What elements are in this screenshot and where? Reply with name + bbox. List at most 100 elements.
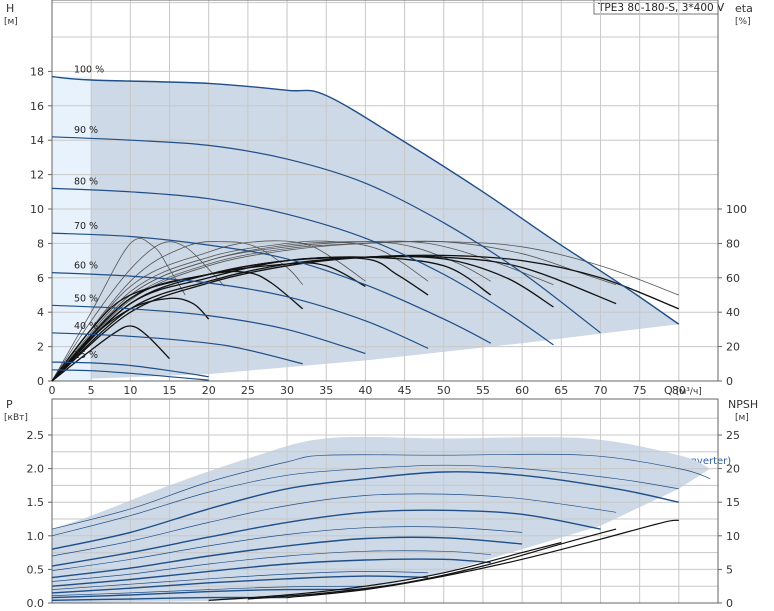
q-axis-label: Q	[664, 384, 673, 397]
q-tick-label: 5	[88, 384, 95, 397]
bottom-plot-frame	[51, 398, 719, 604]
speed-curve	[51, 272, 429, 349]
h-tick-label: 10	[30, 203, 44, 216]
power-curve-thin	[51, 526, 523, 572]
q-tick-label: 0	[49, 384, 56, 397]
p-tick-label: 0.5	[27, 563, 45, 576]
q-tick-label: 20	[202, 384, 216, 397]
npsh-tick-label: 25	[726, 429, 740, 442]
power-curve-thin	[51, 571, 429, 590]
efficiency-curve-thin	[51, 240, 429, 382]
speed-curve	[51, 232, 492, 344]
q-tick-label: 35	[319, 384, 333, 397]
h-tick-label: 2	[37, 341, 44, 354]
q-tick-label: 70	[593, 384, 607, 397]
npsh-curve	[287, 519, 679, 599]
npsh-tick-label: 15	[726, 496, 740, 509]
power-curve-thin	[51, 550, 491, 582]
eta-tick-label: 40	[726, 306, 740, 319]
h-tick-label: 14	[30, 134, 44, 147]
h-tick-label: 12	[30, 169, 44, 182]
speed-curve	[51, 332, 303, 365]
h-tick-label: 6	[37, 272, 44, 285]
speed-curve	[51, 75, 680, 325]
p-tick-label: 1.5	[27, 496, 45, 509]
q-tick-label: 40	[358, 384, 372, 397]
q-axis-unit: [м³/ч]	[676, 387, 702, 397]
q-tick-label: 80	[672, 384, 686, 397]
power-curve-thin	[51, 464, 679, 537]
q-tick-label: 25	[241, 384, 255, 397]
efficiency-curve	[51, 325, 170, 382]
q-tick-label: 30	[280, 384, 294, 397]
power-curve	[51, 558, 491, 587]
p-tick-label: 2.0	[27, 463, 45, 476]
efficiency-curve-thin	[51, 241, 303, 382]
npsh-tick-label: 20	[726, 463, 740, 476]
q-tick-label: 60	[515, 384, 529, 397]
npsh-tick-label: 10	[726, 530, 740, 543]
efficiency-curve-thin	[51, 238, 186, 382]
npsh-curve	[247, 528, 617, 600]
npsh-tick-label: 5	[726, 563, 733, 576]
h-tick-label: 16	[30, 100, 44, 113]
power-curve-thin	[51, 453, 711, 530]
power-curve	[51, 536, 523, 579]
npsh-tick-label: 0	[726, 597, 733, 610]
npsh-curve	[208, 541, 562, 601]
p-tick-label: 2.5	[27, 429, 45, 442]
h-axis-label: H	[6, 2, 14, 15]
speed-curve-label: 60 %	[74, 261, 98, 272]
h-tick-label: 8	[37, 237, 44, 250]
h-tick-label: 4	[37, 306, 44, 319]
npsh-axis-unit: [м]	[735, 413, 749, 423]
p-axis-label: P	[6, 398, 13, 411]
q-tick-label: 50	[437, 384, 451, 397]
q-tick-label: 15	[163, 384, 177, 397]
chart-title: TPE3 80-180-S, 3*400 V	[597, 2, 725, 14]
power-curve	[51, 575, 429, 594]
power-curve	[51, 588, 366, 599]
h-axis-unit: [м]	[4, 17, 18, 27]
q-tick-label: 45	[398, 384, 412, 397]
speed-curve-label: 25 %	[74, 350, 98, 361]
speed-curve-label: 70 %	[74, 221, 98, 232]
speed-curve	[51, 136, 601, 334]
power-curve-thin	[51, 585, 366, 596]
q-tick-label: 55	[476, 384, 490, 397]
efficiency-curve	[51, 254, 680, 382]
top-plot-frame	[51, 0, 719, 382]
q-tick-label: 10	[123, 384, 137, 397]
eta-tick-label: 80	[726, 237, 740, 250]
p-tick-label: 1.0	[27, 530, 45, 543]
eta-tick-label: 0	[726, 375, 733, 388]
efficiency-curve-thin	[51, 241, 679, 382]
eta-tick-label: 60	[726, 272, 740, 285]
speed-curve	[51, 361, 209, 378]
power-curve	[51, 509, 601, 567]
h-tick-label: 0	[37, 375, 44, 388]
efficiency-curve	[51, 255, 554, 382]
eta-axis-label: eta	[735, 2, 753, 15]
q-tick-label: 75	[633, 384, 647, 397]
eta-tick-label: 20	[726, 341, 740, 354]
q-tick-label: 65	[554, 384, 568, 397]
p-axis-unit: [кВт]	[4, 413, 28, 423]
speed-curve-label: 50 %	[74, 293, 98, 304]
npsh-axis-label: NPSH	[728, 398, 758, 411]
h-tick-label: 18	[30, 65, 44, 78]
speed-curve-label: 100 %	[74, 65, 104, 76]
speed-curve	[51, 369, 209, 381]
speed-curve	[51, 187, 554, 346]
eta-axis-unit: [%]	[735, 17, 751, 27]
efficiency-curve-thin	[51, 241, 225, 382]
speed-curve-label: 90 %	[74, 125, 98, 136]
power-curve	[51, 471, 679, 550]
speed-curve-label: 40 %	[74, 321, 98, 332]
speed-curve	[51, 304, 366, 355]
power-curve-thin	[51, 493, 617, 557]
speed-curve-label: 80 %	[74, 176, 98, 187]
